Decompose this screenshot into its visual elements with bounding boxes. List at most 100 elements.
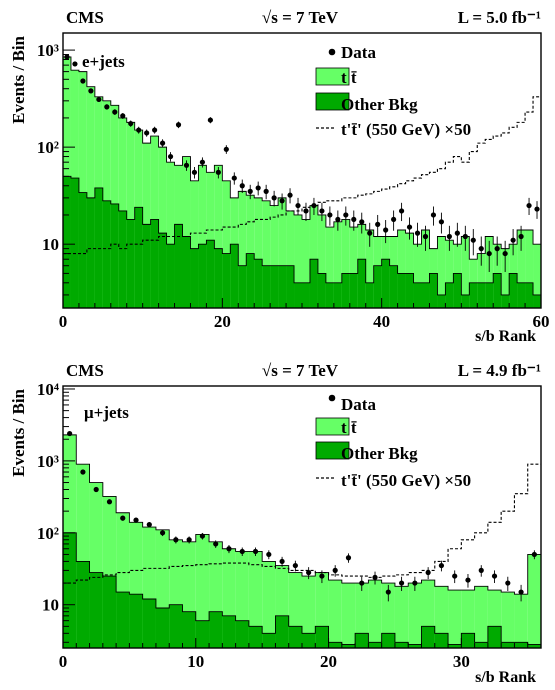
ttbar-bar	[182, 156, 191, 308]
other-bkg-bar	[86, 197, 95, 308]
ttbar-bar	[413, 244, 422, 308]
energy-label: √s = 7 TeV	[262, 361, 339, 380]
energy-label: √s = 7 TeV	[262, 8, 339, 27]
data-point	[173, 537, 179, 543]
data-point	[385, 589, 391, 595]
ttbar-bar	[461, 236, 470, 308]
other-bkg-bar	[246, 253, 255, 308]
legend: Data t t̄ Other Bkg t't̄' (550 GeV) ×50	[315, 43, 471, 139]
data-point	[255, 185, 261, 191]
data-point	[266, 551, 272, 558]
data-point	[327, 212, 333, 218]
ttbar-bar	[214, 165, 223, 308]
data-point	[104, 104, 110, 110]
data-point	[80, 469, 86, 475]
data-point	[252, 548, 259, 555]
other-bkg-bar	[118, 210, 127, 308]
data-point	[531, 551, 537, 558]
ttbar-bar	[448, 590, 462, 648]
other-bkg-bar	[102, 200, 111, 308]
other-bkg-bar	[70, 178, 79, 308]
other-bkg-bar	[445, 282, 454, 308]
other-bkg-bar	[63, 176, 71, 308]
data-point	[398, 208, 405, 214]
ttbar-bar	[286, 210, 295, 308]
data-point	[292, 562, 298, 569]
data-point	[332, 567, 338, 573]
legend-entry-data: Data	[328, 394, 376, 414]
data-point	[120, 515, 126, 521]
legend-marker-data	[328, 48, 336, 56]
data-point	[502, 250, 508, 257]
legend-swatch-other-bkg	[315, 92, 350, 111]
data-point	[367, 230, 373, 236]
other-bkg-bar	[155, 607, 170, 648]
data-point	[351, 216, 357, 223]
data-point	[106, 499, 113, 505]
data-point	[398, 580, 405, 586]
ttbar-bar	[517, 230, 526, 308]
legend-entry-data: Data	[328, 43, 376, 62]
experiment-label: CMS	[66, 8, 104, 27]
y-axis-title: Events / Bin	[9, 388, 28, 476]
y-axis: 10 10² 10³	[37, 41, 75, 296]
other-bkg-bar	[302, 633, 316, 648]
data-point	[412, 580, 418, 586]
data-point	[128, 120, 134, 127]
ttbar-bar	[78, 71, 87, 308]
other-bkg-bar	[448, 644, 462, 648]
ttbar-bar	[270, 205, 279, 308]
plot-area	[63, 54, 541, 308]
other-bkg-bar	[421, 282, 430, 308]
legend-label-signal: t't̄' (550 GeV) ×50	[341, 471, 471, 490]
data-point	[226, 546, 232, 552]
other-bkg-bar	[142, 599, 156, 648]
ttbar-bar	[445, 240, 454, 308]
other-bkg-bar	[527, 644, 541, 648]
data-point	[454, 230, 460, 236]
data-point	[239, 183, 245, 189]
data-point	[425, 569, 431, 576]
data-point	[494, 246, 500, 252]
signal-line	[63, 463, 541, 584]
other-bkg-bar	[328, 642, 342, 648]
data-point	[159, 530, 166, 536]
other-bkg-bar	[389, 265, 398, 308]
ttbar-bar	[302, 576, 316, 648]
other-bkg-bar	[158, 233, 167, 308]
x-tick-label: 40	[373, 312, 390, 331]
other-bkg-bar	[365, 282, 374, 308]
other-bkg-bar	[405, 273, 414, 308]
other-bkg-bar	[294, 282, 302, 308]
data-point	[247, 188, 253, 194]
data-point	[375, 221, 381, 227]
data-point	[462, 233, 468, 240]
other-bkg-bar	[288, 626, 302, 648]
data-point	[335, 216, 341, 223]
ttbar-bar	[341, 583, 356, 648]
ttbar-bar	[474, 586, 488, 648]
ttbar-bar	[437, 236, 446, 308]
data-point	[430, 212, 437, 218]
y-tick-label: 10	[42, 235, 59, 254]
lumi-label: L = 5.0 fb⁻¹	[458, 8, 541, 27]
ttbar-bar	[166, 162, 175, 308]
y-axis-title: Events / Bin	[9, 35, 28, 123]
other-bkg-bar	[408, 644, 422, 648]
other-bkg-bar	[275, 615, 289, 648]
data-point	[518, 589, 524, 595]
data-point	[510, 237, 516, 243]
other-bkg-bar	[190, 248, 199, 308]
data-point	[491, 573, 498, 579]
data-point	[239, 548, 245, 555]
other-bkg-bar	[278, 265, 287, 308]
data-point	[167, 153, 174, 160]
legend-entry-ttbar: t t̄	[315, 67, 357, 87]
ttbar-bar	[514, 594, 528, 648]
other-bkg-bar	[209, 611, 223, 648]
other-bkg-bar	[302, 282, 310, 308]
ttbar-bar	[126, 122, 135, 308]
data-point	[67, 430, 73, 437]
data-point	[505, 580, 511, 586]
data-point	[422, 233, 429, 240]
